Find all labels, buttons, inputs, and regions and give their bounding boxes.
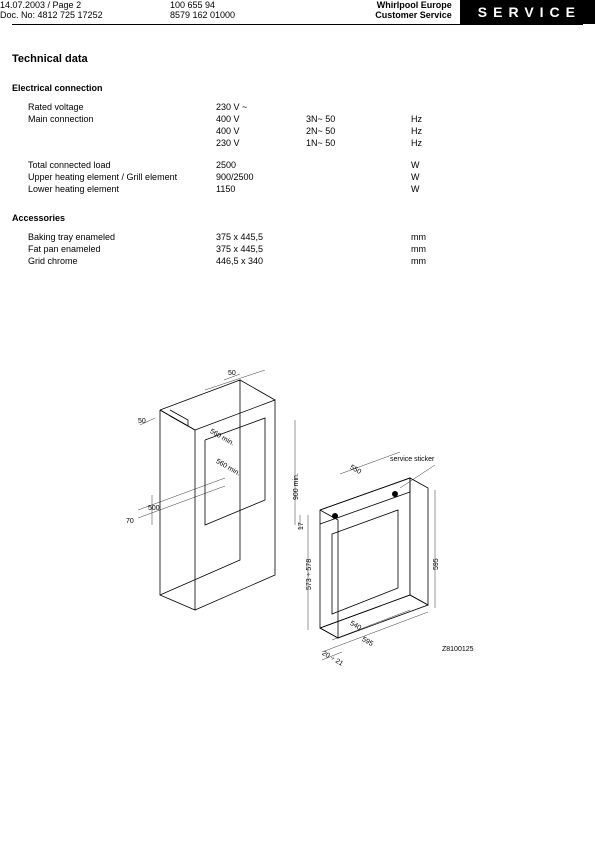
cell-value: 446,5 x 340 [216,255,306,267]
table-row: Main connection 400 V 3N~ 50 Hz [28,113,595,125]
cell-unit: mm [411,255,441,267]
cell-extra [306,171,411,183]
page-title: Technical data [12,53,595,65]
service-badge: SERVICE [460,0,595,24]
cell-value: 2500 [216,159,306,171]
table-row: Upper heating element / Grill element 90… [28,171,595,183]
cell-value: 375 x 445,5 [216,231,306,243]
electrical-table: Rated voltage 230 V ~ Main connection 40… [28,101,595,195]
drawing-number: Z8100125 [442,646,474,653]
header-code2: 8579 162 01000 [170,10,300,20]
cell-label: Main connection [28,113,216,125]
header-dept: Customer Service [300,10,452,20]
cell-extra [306,243,411,255]
cell-label: Upper heating element / Grill element [28,171,216,183]
cell-label: Baking tray enameled [28,231,216,243]
table-row: Rated voltage 230 V ~ [28,101,595,113]
header-brand: Whirlpool Europe [300,0,452,10]
table-row: Fat pan enameled 375 x 445,5 mm [28,243,595,255]
cell-label: Rated voltage [28,101,216,113]
cell-extra [306,101,411,113]
cell-value: 400 V [216,125,306,137]
cell-unit: W [411,183,441,195]
cell-unit: Hz [411,125,441,137]
cell-extra [306,255,411,267]
cell-extra [306,159,411,171]
cell-label: Fat pan enameled [28,243,216,255]
cell-label: Grid chrome [28,255,216,267]
cell-value: 375 x 445,5 [216,243,306,255]
cell-label [28,137,216,149]
cell-value: 1150 [216,183,306,195]
dim-label: 573 ÷ 578 [306,559,313,590]
cell-extra [306,183,411,195]
cell-extra: 1N~ 50 [306,137,411,149]
cell-value: 230 V ~ [216,101,306,113]
cell-extra: 2N~ 50 [306,125,411,137]
section-accessories-heading: Accessories [12,213,595,223]
table-row: 400 V 2N~ 50 Hz [28,125,595,137]
table-row: Baking tray enameled 375 x 445,5 mm [28,231,595,243]
cell-value: 400 V [216,113,306,125]
cell-value: 230 V [216,137,306,149]
cell-unit: mm [411,231,441,243]
dim-label: 500 [148,505,160,512]
header-rule [12,24,583,25]
cell-unit: Hz [411,137,441,149]
cell-extra [306,231,411,243]
header-date-page: 14.07.2003 / Page 2 [0,0,170,10]
cell-label: Lower heating element [28,183,216,195]
dim-label: 595 [433,558,440,570]
cell-unit: W [411,159,441,171]
cell-unit: Hz [411,113,441,125]
diagram-svg [40,370,540,710]
page-header: 14.07.2003 / Page 2 Doc. No: 4812 725 17… [0,0,595,24]
table-row: Grid chrome 446,5 x 340 mm [28,255,595,267]
cell-unit [411,101,441,113]
dim-label: 900 min. [293,473,300,500]
section-electrical-heading: Electrical connection [12,83,595,93]
cell-unit: mm [411,243,441,255]
technical-diagram: 50 50 560 min. 560 min. 900 min. 500 70 … [40,370,540,710]
header-code1: 100 655 94 [170,0,300,10]
cell-label [28,125,216,137]
header-doc-no: Doc. No: 4812 725 17252 [0,10,170,20]
cell-extra: 3N~ 50 [306,113,411,125]
dim-label: service sticker [390,456,434,463]
table-row: 230 V 1N~ 50 Hz [28,137,595,149]
accessories-table: Baking tray enameled 375 x 445,5 mm Fat … [28,231,595,267]
dim-label: 17 [298,522,305,530]
dim-label: 50 [228,370,236,377]
dim-label: 50 [138,418,146,425]
table-row: Lower heating element 1150 W [28,183,595,195]
table-row: Total connected load 2500 W [28,159,595,171]
cell-value: 900/2500 [216,171,306,183]
dim-label: 70 [126,518,134,525]
cell-unit: W [411,171,441,183]
cell-label: Total connected load [28,159,216,171]
